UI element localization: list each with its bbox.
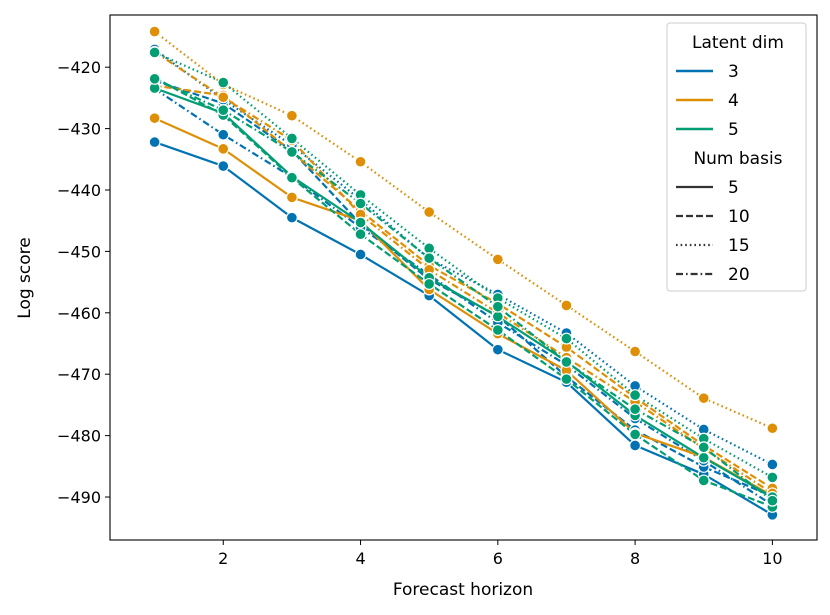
- x-tick-label: 2: [218, 549, 228, 568]
- data-point: [560, 355, 573, 368]
- data-point: [217, 104, 230, 117]
- legend-style-label: 20: [728, 265, 750, 285]
- data-point: [148, 112, 161, 125]
- legend-box: [666, 22, 807, 292]
- data-point: [354, 216, 367, 229]
- y-tick-label: −430: [57, 120, 101, 139]
- data-point: [354, 155, 367, 168]
- data-point: [697, 392, 710, 405]
- series-lines: [153, 30, 774, 516]
- data-point: [491, 343, 504, 356]
- data-point: [354, 197, 367, 210]
- data-point: [148, 72, 161, 85]
- data-point: [766, 422, 779, 435]
- legend-style-label: 5: [728, 178, 739, 198]
- data-point: [217, 76, 230, 89]
- data-point: [285, 132, 298, 145]
- data-point: [697, 441, 710, 454]
- series-line: [154, 87, 773, 498]
- series-line: [154, 76, 773, 508]
- y-tick-label: −470: [57, 365, 101, 384]
- data-point: [285, 211, 298, 224]
- series-line: [154, 77, 774, 502]
- axis-ticks: 2 4 6 8 10 −420 −430 −440 −450 −460 −470 −480 −490: [57, 58, 783, 568]
- legend-hue-label: 3: [728, 62, 739, 82]
- legend-style-label: 15: [728, 236, 750, 256]
- data-point: [629, 389, 642, 402]
- data-point: [423, 277, 436, 290]
- data-point: [766, 458, 779, 471]
- data-point: [766, 494, 779, 507]
- data-point: [697, 474, 710, 487]
- data-point: [560, 299, 573, 312]
- data-point: [766, 471, 779, 484]
- data-point: [354, 228, 367, 241]
- legend-style-label: 10: [728, 207, 750, 227]
- data-point: [629, 428, 642, 441]
- data-point: [629, 345, 642, 358]
- data-point: [629, 403, 642, 416]
- data-point: [491, 300, 504, 313]
- y-tick-label: −460: [57, 304, 101, 323]
- y-tick-label: −420: [57, 58, 101, 77]
- data-point: [148, 46, 161, 59]
- plot-frame: [109, 14, 818, 541]
- legend-hue-label: 5: [728, 120, 739, 140]
- data-point: [423, 206, 436, 219]
- x-tick-label: 6: [493, 549, 503, 568]
- data-point: [697, 451, 710, 464]
- data-point: [285, 191, 298, 204]
- data-point: [285, 109, 298, 122]
- series-line: [153, 87, 773, 506]
- data-point: [629, 439, 642, 452]
- data-point: [491, 324, 504, 337]
- series-line: [154, 117, 773, 497]
- legend-hue-title: Latent dim: [692, 33, 784, 53]
- series-markers: [148, 25, 779, 521]
- series-line: [154, 141, 773, 516]
- legend: Latent dim 3 4 5 Num basis 5 10 15 20: [666, 22, 807, 292]
- x-axis-label: Forecast horizon: [393, 580, 533, 600]
- data-point: [217, 128, 230, 141]
- data-point: [560, 332, 573, 345]
- data-point: [217, 160, 230, 173]
- x-tick-label: 10: [762, 549, 782, 568]
- data-point: [354, 248, 367, 261]
- data-point: [285, 145, 298, 158]
- data-point: [217, 91, 230, 104]
- data-point: [423, 242, 436, 255]
- legend-hue-label: 4: [728, 91, 739, 111]
- x-tick-label: 4: [355, 549, 365, 568]
- data-point: [491, 253, 504, 266]
- y-axis-label: Log score: [15, 237, 35, 318]
- series-line: [153, 50, 774, 495]
- series-line: [154, 84, 773, 490]
- data-point: [560, 373, 573, 386]
- y-tick-label: −440: [57, 181, 101, 200]
- y-tick-label: −480: [57, 427, 101, 446]
- y-tick-label: −450: [57, 242, 101, 261]
- y-tick-label: −490: [57, 488, 101, 507]
- legend-style-title: Num basis: [693, 149, 782, 169]
- data-point: [217, 142, 230, 155]
- data-point: [148, 136, 161, 149]
- data-point: [148, 25, 161, 38]
- data-point: [423, 252, 436, 265]
- data-point: [491, 310, 504, 323]
- data-point: [285, 171, 298, 184]
- x-tick-label: 8: [630, 549, 640, 568]
- series-line: [153, 30, 773, 430]
